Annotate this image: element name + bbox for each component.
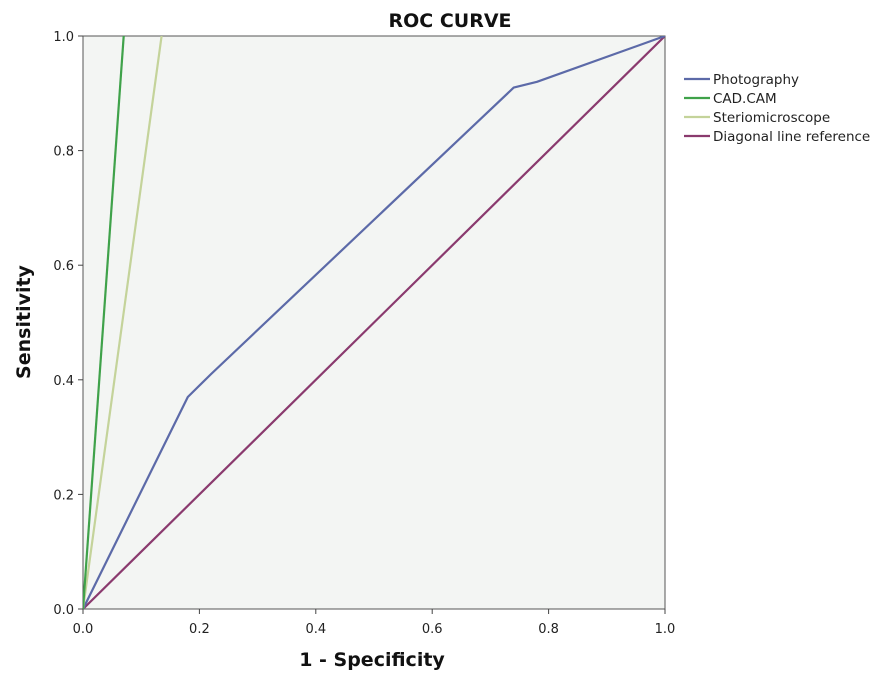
x-tick-label: 0.6	[422, 622, 443, 637]
x-tick-label: 1.0	[655, 622, 676, 637]
y-tick-label: 0.4	[53, 374, 74, 389]
x-tick-label: 0.8	[538, 622, 559, 637]
y-tick-label: 0.0	[53, 603, 74, 618]
x-tick-label: 0.2	[189, 622, 210, 637]
series-layer	[83, 36, 665, 609]
legend-label: Diagonal line reference	[713, 129, 870, 145]
legend-label: Steriomicroscope	[713, 110, 830, 126]
legend-item: Photography	[684, 72, 799, 88]
y-tick-label: 0.6	[53, 259, 74, 274]
legend-label: Photography	[713, 72, 799, 88]
chart-title: ROC CURVE	[388, 10, 511, 32]
series-line-cad-cam	[83, 36, 125, 609]
y-tick-label: 0.8	[53, 145, 74, 160]
y-axis-title: Sensitivity	[13, 264, 35, 378]
x-axis-title: 1 - Specificity	[299, 649, 445, 671]
series-line-diagonal-line-reference	[83, 36, 665, 609]
legend-label: CAD.CAM	[713, 91, 777, 107]
y-tick-label: 1.0	[53, 30, 74, 45]
x-tick-label: 0.4	[305, 622, 326, 637]
legend-item: CAD.CAM	[684, 91, 777, 107]
legend-item: Diagonal line reference	[684, 129, 870, 145]
axis-ticks: 0.0 0.2 0.4 0.6 0.8 1.0 0.0 0.2 0.4 0.6 0.8 1.0	[53, 30, 675, 637]
legend: Photography CAD.CAM Steriomicroscope Diagon…	[684, 72, 870, 145]
x-tick-label: 0.0	[73, 622, 94, 637]
series-line-photography	[83, 36, 665, 609]
y-tick-label: 0.2	[53, 488, 74, 503]
legend-item: Steriomicroscope	[684, 110, 830, 126]
series-line-steriomicroscope	[83, 36, 163, 609]
